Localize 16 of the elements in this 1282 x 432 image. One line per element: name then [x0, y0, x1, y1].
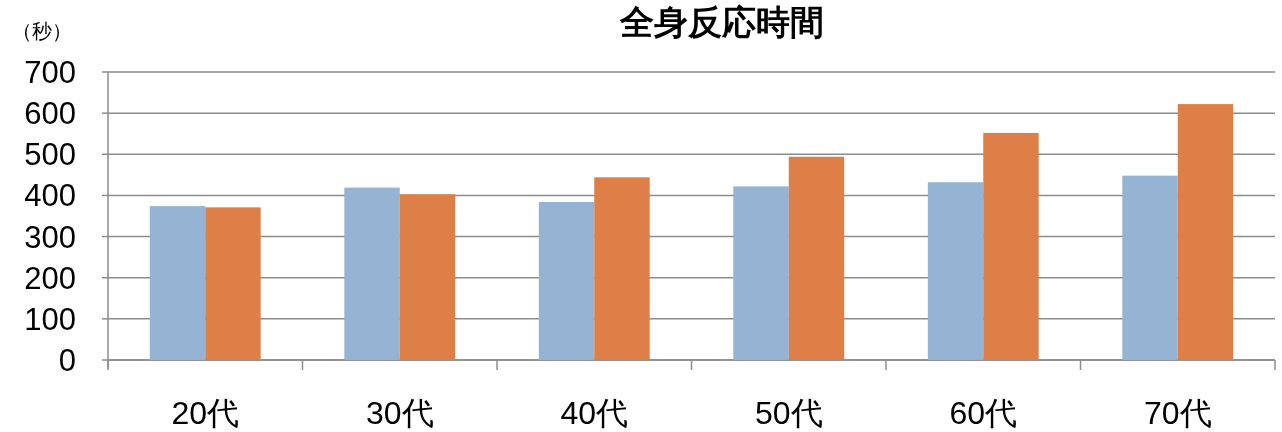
- y-tick-label: 100: [24, 301, 76, 337]
- y-tick-label: 0: [58, 343, 76, 378]
- y-tick-label: 300: [24, 219, 76, 255]
- x-tick-label: 50代: [754, 395, 823, 431]
- y-tick-label: 600: [24, 96, 76, 132]
- x-tick-label: 40代: [560, 395, 629, 431]
- y-axis-title: （秒）: [12, 20, 72, 42]
- x-tick-label: 60代: [949, 395, 1018, 431]
- y-tick-label: 200: [24, 260, 76, 296]
- x-tick-label: 20代: [171, 395, 240, 431]
- chart-title: 全身反応時間: [618, 3, 824, 41]
- y-tick-label: 700: [24, 55, 76, 90]
- x-tick-label: 30代: [365, 395, 434, 431]
- y-tick-label: 400: [24, 178, 76, 214]
- y-tick-label: 500: [24, 137, 76, 173]
- x-tick-label: 70代: [1143, 395, 1212, 431]
